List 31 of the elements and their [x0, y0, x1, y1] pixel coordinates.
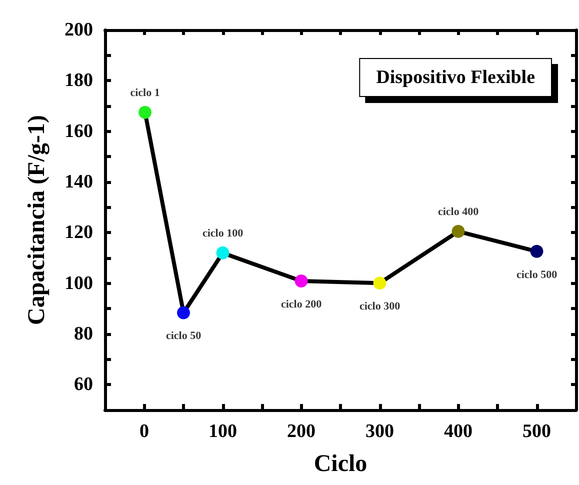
x-tick-label: 0: [140, 421, 149, 442]
x-axis-title: Ciclo: [314, 451, 368, 477]
y-tick-label: 140: [64, 172, 93, 192]
annotation: ciclo 1: [130, 86, 160, 99]
point: [177, 306, 190, 320]
y-tick-label: 160: [64, 120, 93, 142]
point: [452, 224, 465, 238]
y-tick-label: 60: [74, 374, 93, 396]
annotation: ciclo 100: [202, 227, 244, 240]
point: [216, 246, 230, 260]
annotation: Dispositivo Flexible: [376, 67, 536, 88]
annotation: ciclo 50: [166, 330, 202, 342]
x-tick-label: 400: [444, 421, 472, 442]
point: [373, 276, 386, 290]
point: [294, 274, 308, 288]
y-tick-label: 100: [64, 272, 93, 294]
y-tick-label: 200: [64, 20, 93, 40]
y-tick-label: 80: [74, 324, 93, 344]
point: [530, 244, 544, 258]
annotation: ciclo 500: [516, 268, 558, 281]
y-axis-title: Capacitancia (F/g-1): [24, 115, 50, 325]
point: [138, 106, 152, 119]
x-tick-label: 500: [522, 421, 551, 442]
y-tick-label: 120: [64, 222, 93, 244]
annotation: ciclo 300: [359, 300, 401, 313]
annotation: ciclo 400: [438, 206, 480, 218]
x-tick-label: 100: [208, 421, 237, 442]
y-tick-label: 180: [64, 70, 93, 92]
x-tick-label: 200: [287, 421, 316, 442]
x-tick-label: 300: [366, 421, 394, 442]
annotation: ciclo 200: [280, 298, 322, 311]
